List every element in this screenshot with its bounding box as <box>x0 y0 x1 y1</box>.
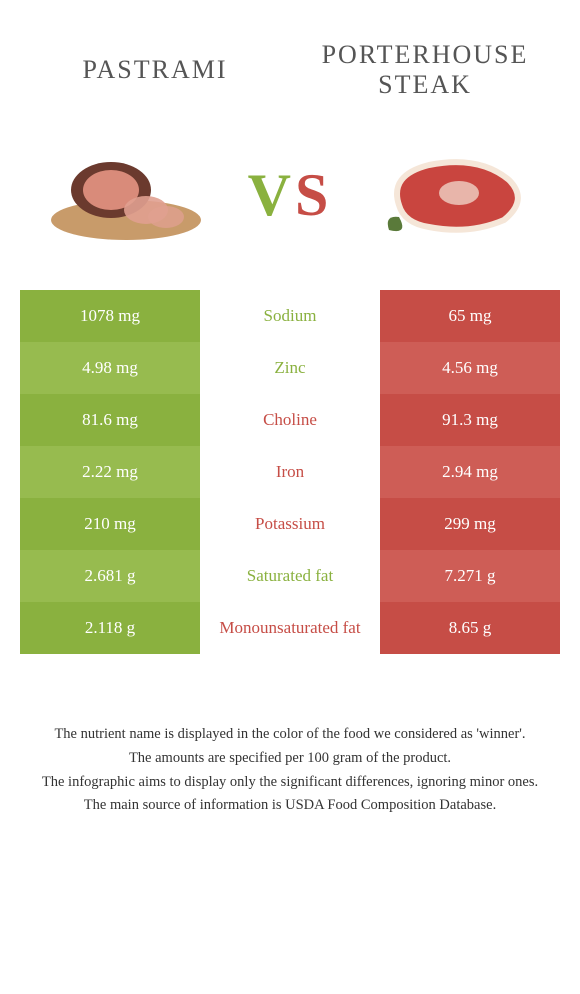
table-row: 210 mgPotassium299 mg <box>20 498 560 550</box>
right-value: 2.94 mg <box>380 446 560 498</box>
right-food-title: porterhouse steak <box>290 40 560 100</box>
left-value: 81.6 mg <box>20 394 200 446</box>
table-row: 2.22 mgIron2.94 mg <box>20 446 560 498</box>
footnote-line: The nutrient name is displayed in the co… <box>30 724 550 746</box>
vs-label: VS <box>248 161 333 230</box>
left-food-title: pastrami <box>20 55 290 85</box>
steak-image <box>364 130 544 260</box>
nutrient-label: Potassium <box>200 498 380 550</box>
right-value: 4.56 mg <box>380 342 560 394</box>
right-value: 8.65 g <box>380 602 560 654</box>
right-value: 299 mg <box>380 498 560 550</box>
nutrient-label: Zinc <box>200 342 380 394</box>
table-row: 2.118 gMonounsaturated fat8.65 g <box>20 602 560 654</box>
comparison-table: 1078 mgSodium65 mg4.98 mgZinc4.56 mg81.6… <box>20 290 560 654</box>
table-row: 81.6 mgCholine91.3 mg <box>20 394 560 446</box>
nutrient-label: Monounsaturated fat <box>200 602 380 654</box>
left-value: 2.118 g <box>20 602 200 654</box>
header: pastrami porterhouse steak <box>0 0 580 120</box>
left-value: 4.98 mg <box>20 342 200 394</box>
right-value: 65 mg <box>380 290 560 342</box>
table-row: 2.681 gSaturated fat7.271 g <box>20 550 560 602</box>
nutrient-label: Sodium <box>200 290 380 342</box>
right-value: 91.3 mg <box>380 394 560 446</box>
footnote-line: The main source of information is USDA F… <box>30 795 550 817</box>
footnote-line: The amounts are specified per 100 gram o… <box>30 748 550 770</box>
nutrient-label: Saturated fat <box>200 550 380 602</box>
left-value: 2.681 g <box>20 550 200 602</box>
nutrient-label: Iron <box>200 446 380 498</box>
left-value: 1078 mg <box>20 290 200 342</box>
vs-v: V <box>248 161 295 230</box>
footnotes: The nutrient name is displayed in the co… <box>30 724 550 817</box>
nutrient-label: Choline <box>200 394 380 446</box>
right-value: 7.271 g <box>380 550 560 602</box>
images-row: VS <box>0 120 580 290</box>
left-value: 210 mg <box>20 498 200 550</box>
table-row: 4.98 mgZinc4.56 mg <box>20 342 560 394</box>
table-row: 1078 mgSodium65 mg <box>20 290 560 342</box>
pastrami-image <box>36 130 216 260</box>
vs-s: S <box>295 161 332 230</box>
footnote-line: The infographic aims to display only the… <box>30 772 550 794</box>
left-value: 2.22 mg <box>20 446 200 498</box>
